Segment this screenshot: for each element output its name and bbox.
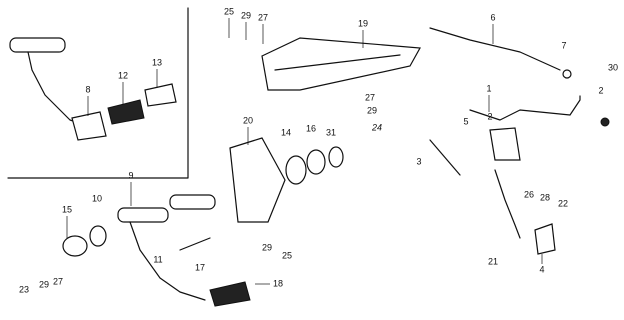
pedal-pad xyxy=(144,83,177,107)
spring xyxy=(179,237,211,251)
part-number: 26 xyxy=(524,189,534,199)
part-number: 24 xyxy=(371,122,382,132)
part-number: 13 xyxy=(152,57,162,67)
pedal-shaft xyxy=(9,37,66,53)
inset-pedal xyxy=(9,37,177,141)
part-number: 27 xyxy=(365,92,375,102)
part-number: 6 xyxy=(490,12,495,22)
part-number: 22 xyxy=(558,198,568,208)
part-number: 5 xyxy=(463,116,468,126)
part-number: 23 xyxy=(19,284,29,294)
bracket xyxy=(261,37,421,91)
part-number: 25 xyxy=(282,250,292,260)
cable xyxy=(429,27,572,79)
pedal-shaft xyxy=(117,207,169,223)
part-number: 29 xyxy=(39,279,49,289)
pedal-arm xyxy=(129,221,206,301)
clutch-pedal xyxy=(429,95,610,255)
pedal-plate xyxy=(71,111,107,141)
bushing xyxy=(62,235,88,257)
part-number: 4 xyxy=(539,264,544,274)
part-number: 2 xyxy=(487,111,492,121)
part-number: 29 xyxy=(262,242,272,252)
booster-parts xyxy=(229,137,344,223)
pedal-arm xyxy=(469,95,581,121)
clutch-cable xyxy=(429,27,561,71)
part-number: 27 xyxy=(53,276,63,286)
return-spring xyxy=(429,139,461,176)
collar xyxy=(306,149,326,175)
part-number: 10 xyxy=(92,193,102,203)
leaders xyxy=(66,18,543,285)
master-cylinder-mount xyxy=(229,137,286,223)
pedal-bracket xyxy=(489,127,521,161)
part-number: 12 xyxy=(118,70,128,80)
pedal-lever xyxy=(494,169,521,239)
pedal-shaft xyxy=(169,194,216,210)
inset-border xyxy=(7,7,189,179)
part-number: 14 xyxy=(281,127,291,137)
collar xyxy=(89,225,107,247)
bracket-edge xyxy=(274,54,401,71)
cable-clip xyxy=(562,69,572,79)
part-number: 28 xyxy=(540,192,550,202)
part-number: 30 xyxy=(608,62,618,72)
bushing xyxy=(285,155,307,185)
part-number: 29 xyxy=(241,10,251,20)
clip xyxy=(328,146,344,168)
part-number: 7 xyxy=(561,40,566,50)
part-number: 11 xyxy=(153,254,162,264)
part-number: 15 xyxy=(62,204,72,214)
part-labels: 25 29 27 19 6 7 30 2 1 2 5 3 8 12 13 27 … xyxy=(19,6,618,294)
part-number: 20 xyxy=(243,115,253,125)
pedal-pad xyxy=(107,99,145,125)
part-number: 3 xyxy=(416,156,421,166)
part-number: 1 xyxy=(486,83,491,93)
part-number: 29 xyxy=(367,105,377,115)
pedal-pad xyxy=(534,223,556,255)
part-number: 19 xyxy=(358,18,368,28)
nut xyxy=(600,117,610,127)
pedal-pad xyxy=(209,281,251,307)
part-number: 9 xyxy=(128,170,133,180)
part-number: 31 xyxy=(326,127,336,137)
part-number: 25 xyxy=(224,6,234,16)
inset-frame xyxy=(7,7,189,179)
part-number: 8 xyxy=(85,84,90,94)
part-number: 27 xyxy=(258,12,268,22)
part-number: 21 xyxy=(488,256,498,266)
part-number: 2 xyxy=(598,85,603,95)
pedal-bracket xyxy=(261,37,421,91)
part-number: 16 xyxy=(306,123,316,133)
part-number: 17 xyxy=(195,262,205,272)
brake-pedal xyxy=(62,194,251,307)
part-number: 18 xyxy=(273,278,283,288)
